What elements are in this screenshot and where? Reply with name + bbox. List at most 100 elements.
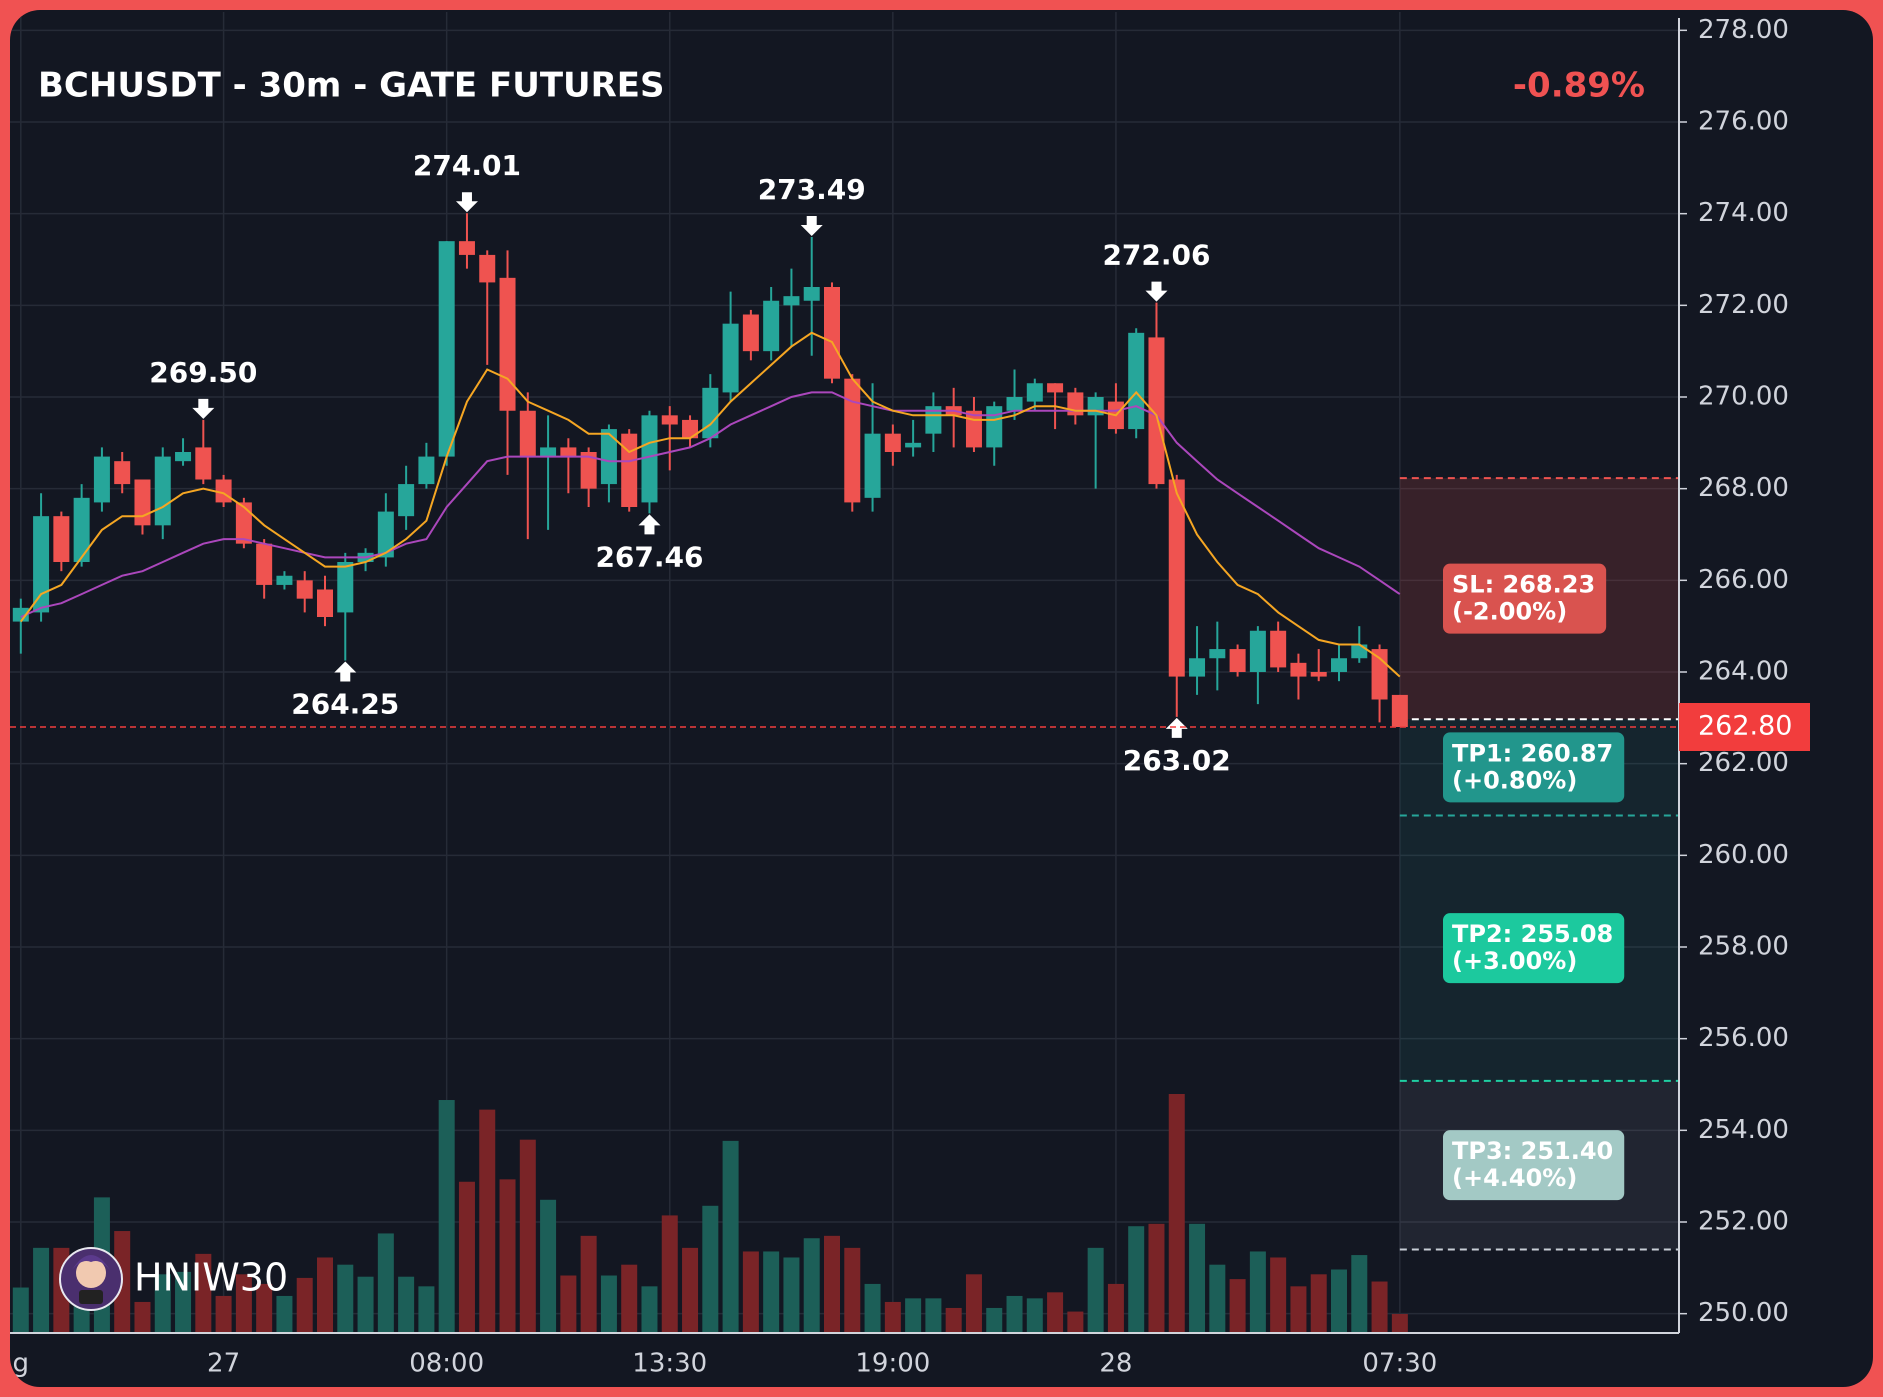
candle-body	[682, 419, 699, 439]
ma-line	[19, 331, 1401, 678]
candle-body	[1067, 392, 1084, 416]
y-tick-label: 270.00	[1698, 382, 1789, 412]
candle-body	[154, 456, 171, 526]
volume-bar	[519, 1139, 536, 1332]
candle-body	[175, 452, 192, 462]
volume-bar	[1006, 1295, 1023, 1332]
volume-bar	[1371, 1281, 1388, 1332]
y-tick-label: 258.00	[1698, 932, 1789, 962]
candle-body	[1148, 337, 1165, 485]
pivot-arrow	[455, 192, 478, 213]
candle-body	[276, 575, 293, 585]
candle-body	[1391, 694, 1408, 727]
x-tick-label: 28	[1099, 1349, 1132, 1379]
candle-body	[438, 241, 455, 457]
level-box: TP3: 251.40(+4.40%)	[1443, 1130, 1625, 1201]
candle-body	[1026, 383, 1043, 402]
pivot-label: 273.49	[758, 173, 866, 206]
candle-body	[519, 410, 536, 457]
pivot-label: 274.01	[413, 149, 521, 182]
candle-body	[763, 300, 780, 352]
pivot-label: 269.50	[149, 356, 257, 389]
ma-line	[20, 391, 1401, 618]
x-tick-label: 27	[207, 1349, 240, 1379]
candle-body	[1351, 644, 1368, 659]
volume-bar	[398, 1276, 415, 1332]
volume-bar	[296, 1277, 313, 1332]
y-tick-label: 260.00	[1698, 840, 1789, 870]
volume-bar	[1310, 1274, 1327, 1332]
y-tick-label: 254.00	[1698, 1115, 1789, 1145]
panel	[10, 10, 1873, 1387]
candle-body	[215, 479, 232, 503]
pivot-arrow	[1165, 717, 1188, 738]
volume-bar	[1107, 1283, 1124, 1332]
candle-body	[540, 447, 557, 457]
volume-bar	[1209, 1264, 1226, 1332]
level-box-bg	[1443, 913, 1625, 984]
candle-body	[33, 516, 50, 613]
level-box-bg	[1443, 1130, 1625, 1201]
candle-body	[53, 516, 70, 562]
candle-body	[12, 607, 29, 622]
volume-bar	[864, 1283, 881, 1332]
y-tick-label: 278.00	[1698, 15, 1789, 45]
level-box-bg	[1443, 732, 1625, 803]
candle-body	[195, 447, 212, 480]
pivot-label: 263.02	[1123, 744, 1231, 777]
candle-body	[134, 479, 151, 526]
volume-bar	[154, 1274, 171, 1332]
y-tick-label: 256.00	[1698, 1023, 1789, 1053]
pivot-arrow	[334, 661, 357, 682]
volume-bar	[479, 1109, 496, 1332]
volume-bar	[1168, 1094, 1185, 1332]
candle-body	[1209, 649, 1226, 659]
candle-body	[337, 562, 354, 613]
candle-body	[641, 415, 658, 503]
candle-body	[884, 433, 901, 452]
volume-bar	[803, 1238, 820, 1332]
level-box: TP2: 255.08(+3.00%)	[1443, 913, 1625, 984]
volume-bar	[1229, 1279, 1246, 1332]
volume-bar	[925, 1298, 942, 1332]
x-tick-label: 13:30	[632, 1349, 707, 1379]
pivot-label: 264.25	[291, 688, 399, 721]
level-note: (+0.80%)	[1452, 766, 1577, 794]
level-note: (+3.00%)	[1452, 947, 1577, 975]
y-tick-label: 264.00	[1698, 657, 1789, 687]
volume-bar	[884, 1301, 901, 1332]
candle-body	[1331, 658, 1347, 672]
candle-body	[235, 502, 252, 544]
avatar-face	[76, 1258, 106, 1288]
candle-body	[377, 511, 394, 558]
candle-body	[1229, 649, 1246, 672]
candle-body	[398, 484, 415, 517]
candle-body	[1047, 383, 1064, 393]
x-tick-label: 19:00	[855, 1349, 930, 1379]
level-box-bg	[1443, 563, 1607, 634]
volume-bar	[1148, 1223, 1165, 1332]
candle-body	[458, 241, 475, 255]
candle-body	[1290, 662, 1307, 677]
candle-body	[925, 406, 942, 434]
candle-body	[722, 323, 739, 393]
level-box: TP1: 260.87(+0.80%)	[1443, 732, 1625, 803]
volume-bar	[661, 1215, 678, 1332]
volume-bar	[682, 1247, 699, 1332]
volume-bar	[945, 1307, 962, 1332]
volume-bar	[824, 1235, 840, 1332]
volume-bar	[377, 1233, 394, 1332]
volume-bar	[1067, 1311, 1084, 1332]
watermark-text: HNIW30	[134, 1256, 288, 1300]
volume-bar	[195, 1253, 212, 1332]
volume-bar	[1290, 1286, 1307, 1332]
volume-bar	[986, 1307, 1003, 1332]
pivot-label: 272.06	[1102, 239, 1210, 272]
candle-body	[1310, 672, 1327, 677]
volume-bar	[702, 1205, 719, 1332]
candle-body	[1189, 658, 1206, 677]
volume-bar	[357, 1276, 374, 1332]
volume-bar	[1270, 1257, 1287, 1332]
candle-body	[499, 277, 516, 411]
